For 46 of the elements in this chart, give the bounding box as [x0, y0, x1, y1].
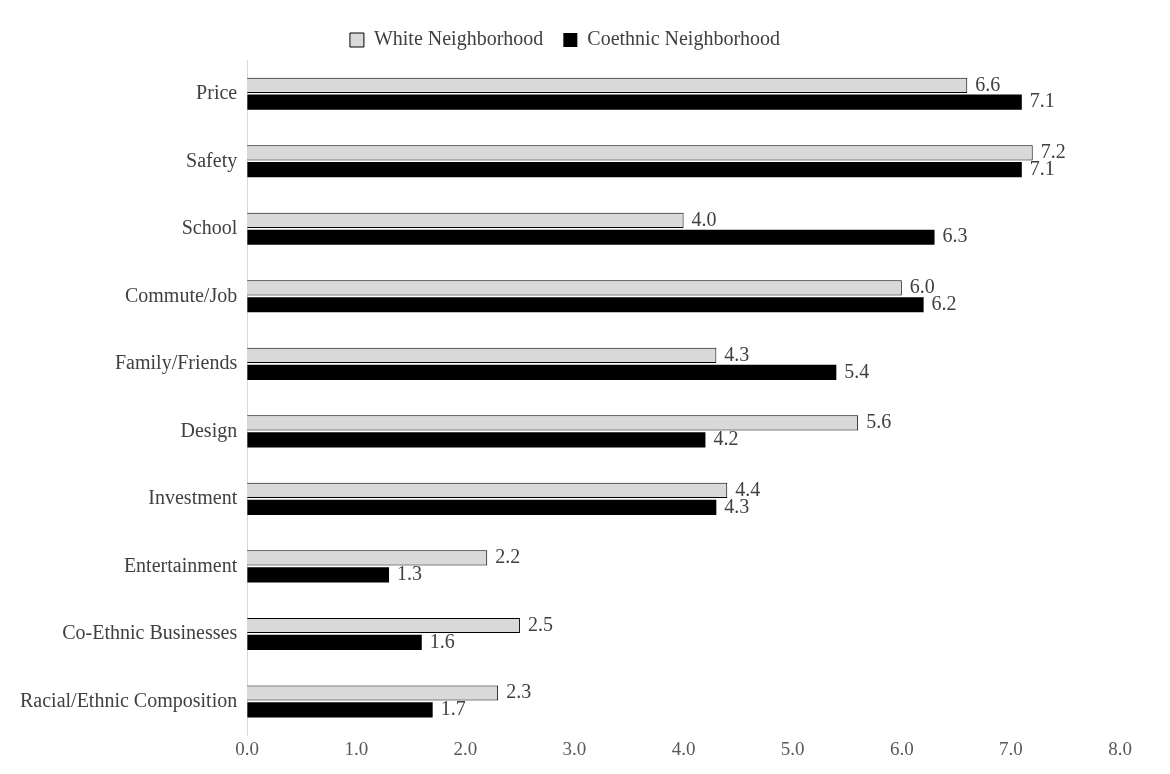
data-label: 2.3	[506, 680, 532, 703]
bar	[247, 364, 837, 380]
x-tick-label: 2.0	[453, 737, 478, 759]
data-label: 5.6	[866, 410, 892, 433]
x-tick-label: 8.0	[1108, 737, 1132, 759]
bar	[247, 297, 924, 313]
data-label: 2.5	[527, 612, 553, 635]
x-tick-label: 3.0	[562, 737, 587, 759]
x-tick-label: 6.0	[889, 737, 914, 759]
legend-label: White Neighborhood	[373, 27, 544, 51]
y-tick-label: Racial/Ethnic Composition	[19, 688, 238, 712]
y-tick-label: Family/Friends	[114, 351, 238, 375]
data-label: 1.7	[440, 697, 466, 720]
data-label: 4.2	[713, 427, 739, 450]
data-label: 4.4	[735, 477, 761, 500]
bar	[247, 162, 1022, 178]
y-tick-label: Co-Ethnic Businesses	[62, 621, 238, 644]
y-tick-label: Price	[196, 81, 238, 104]
data-label: 5.4	[844, 359, 870, 382]
bar	[247, 94, 1022, 110]
y-tick-label: Commute/Job	[124, 283, 238, 306]
bar	[247, 567, 390, 583]
x-tick-label: 4.0	[671, 737, 696, 759]
x-tick-label: 7.0	[999, 737, 1023, 759]
bar	[247, 432, 706, 448]
y-tick-label: Investment	[148, 486, 238, 509]
data-label: 1.3	[397, 562, 423, 585]
bar	[247, 702, 433, 718]
bar	[247, 229, 935, 245]
data-label: 1.6	[429, 629, 455, 652]
y-tick-label: School	[181, 216, 238, 239]
x-tick-label: 5.0	[780, 737, 805, 759]
bar	[247, 634, 422, 650]
legend-label: Coethnic Neighborhood	[587, 27, 781, 51]
data-label: 6.6	[975, 72, 1001, 95]
y-tick-label: Safety	[186, 148, 238, 172]
data-label: 4.3	[724, 342, 750, 365]
x-tick-label: 1.0	[344, 737, 369, 759]
data-label: 4.0	[691, 207, 717, 230]
data-label: 2.2	[495, 545, 521, 568]
y-tick-label: Design	[180, 418, 238, 442]
data-label: 7.1	[1029, 89, 1055, 112]
data-label: 6.3	[942, 224, 968, 247]
x-tick-label: 0.0	[235, 737, 260, 759]
bar	[247, 499, 717, 515]
y-tick-label: Entertainment	[123, 553, 238, 576]
